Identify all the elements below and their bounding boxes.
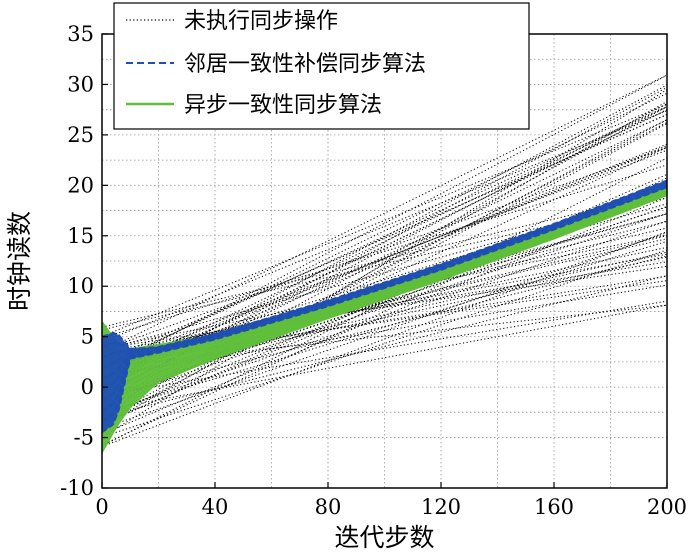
series-neighbor-compensation-line <box>102 181 667 359</box>
x-tick-label: 120 <box>421 495 461 519</box>
x-tick-label: 200 <box>647 495 687 519</box>
y-tick-label: 25 <box>67 123 94 147</box>
y-tick-label: 5 <box>81 325 94 349</box>
series-async-consensus-line <box>102 194 667 454</box>
x-axis-label: 迭代步数 <box>334 523 434 552</box>
series-neighbor-compensation <box>102 179 667 434</box>
series-async-consensus-line <box>102 188 667 366</box>
plot-area <box>102 74 667 454</box>
y-tick-label: 0 <box>81 375 94 399</box>
series-no-sync-line <box>102 256 667 380</box>
series-no-sync-line <box>102 103 667 337</box>
y-tick-label: 15 <box>67 224 94 248</box>
series-async-consensus-line <box>102 193 667 442</box>
series-async-consensus-line <box>102 192 667 418</box>
series-no-sync-line <box>102 74 667 352</box>
series-async-consensus-line <box>102 191 667 406</box>
y-tick-label: 35 <box>67 22 94 46</box>
series-neighbor-compensation-line <box>102 182 667 381</box>
series-no-sync-line <box>102 280 667 364</box>
y-tick-label: 10 <box>67 274 94 298</box>
y-tick-label: 30 <box>67 72 94 96</box>
series-no-sync-line <box>102 146 667 370</box>
x-tick-label: 160 <box>534 495 574 519</box>
series-async-consensus-line <box>102 193 667 430</box>
y-tick-label: 20 <box>67 173 94 197</box>
series-no-sync-line <box>102 157 667 447</box>
series-no-sync-line <box>102 146 667 410</box>
series-no-sync-line <box>102 143 667 374</box>
series-neighbor-compensation-line <box>102 181 667 370</box>
series-no-sync-line <box>102 110 667 343</box>
series-no-sync-line <box>102 109 667 383</box>
legend: 未执行同步操作 邻居一致性补偿同步算法 异步一致性同步算法 <box>113 2 530 130</box>
series-no-sync-line <box>102 119 667 420</box>
series-no-sync-line <box>102 86 667 398</box>
series-async-consensus-line <box>102 189 667 382</box>
legend-box <box>113 2 530 130</box>
series-no-sync-line <box>102 238 667 368</box>
x-tick-label: 0 <box>95 495 108 519</box>
series-async-consensus-line <box>102 188 667 374</box>
series-async-consensus-line <box>102 190 667 394</box>
series-no-sync-line <box>102 89 667 438</box>
axis-ticks: 0 40 80 120 160 200 -10 -5 0 5 10 15 20 25 30 35 <box>60 22 687 519</box>
series-no-sync-line <box>102 220 667 415</box>
series-no-sync-line <box>102 164 667 339</box>
series-no-sync-line <box>102 185 667 424</box>
legend-label-neighbor-compensation: 邻居一致性补偿同步算法 <box>184 52 426 77</box>
series-no-sync-line <box>102 123 667 423</box>
y-tick-label: -5 <box>74 426 94 450</box>
y-tick-label: -10 <box>60 476 94 500</box>
series-no-sync-line <box>102 240 667 414</box>
series-no-sync-line <box>102 227 667 359</box>
series-no-sync-line <box>102 194 667 351</box>
y-axis-label: 时钟读数 <box>5 211 34 311</box>
series-no-sync-line <box>102 146 667 351</box>
series-no-sync-line <box>102 265 667 349</box>
legend-label-no-sync: 未执行同步操作 <box>184 9 338 34</box>
x-tick-label: 80 <box>315 495 342 519</box>
series-neighbor-compensation-line <box>102 179 667 350</box>
series-no-sync-line <box>102 92 667 369</box>
series-no-sync-line <box>102 122 667 414</box>
series-no-sync-line <box>102 304 667 411</box>
legend-label-async-consensus: 异步一致性同步算法 <box>184 93 382 118</box>
series-no-sync-line <box>102 196 667 435</box>
series-no-sync-line <box>102 183 667 418</box>
series-no-sync-line <box>102 246 667 364</box>
series-no-sync-line <box>102 232 667 429</box>
x-tick-label: 40 <box>202 495 229 519</box>
series-no-sync-line <box>102 206 667 399</box>
series-no-sync-line <box>102 192 667 367</box>
series-no-sync-line <box>102 113 667 363</box>
series-no-sync-line <box>102 101 667 428</box>
